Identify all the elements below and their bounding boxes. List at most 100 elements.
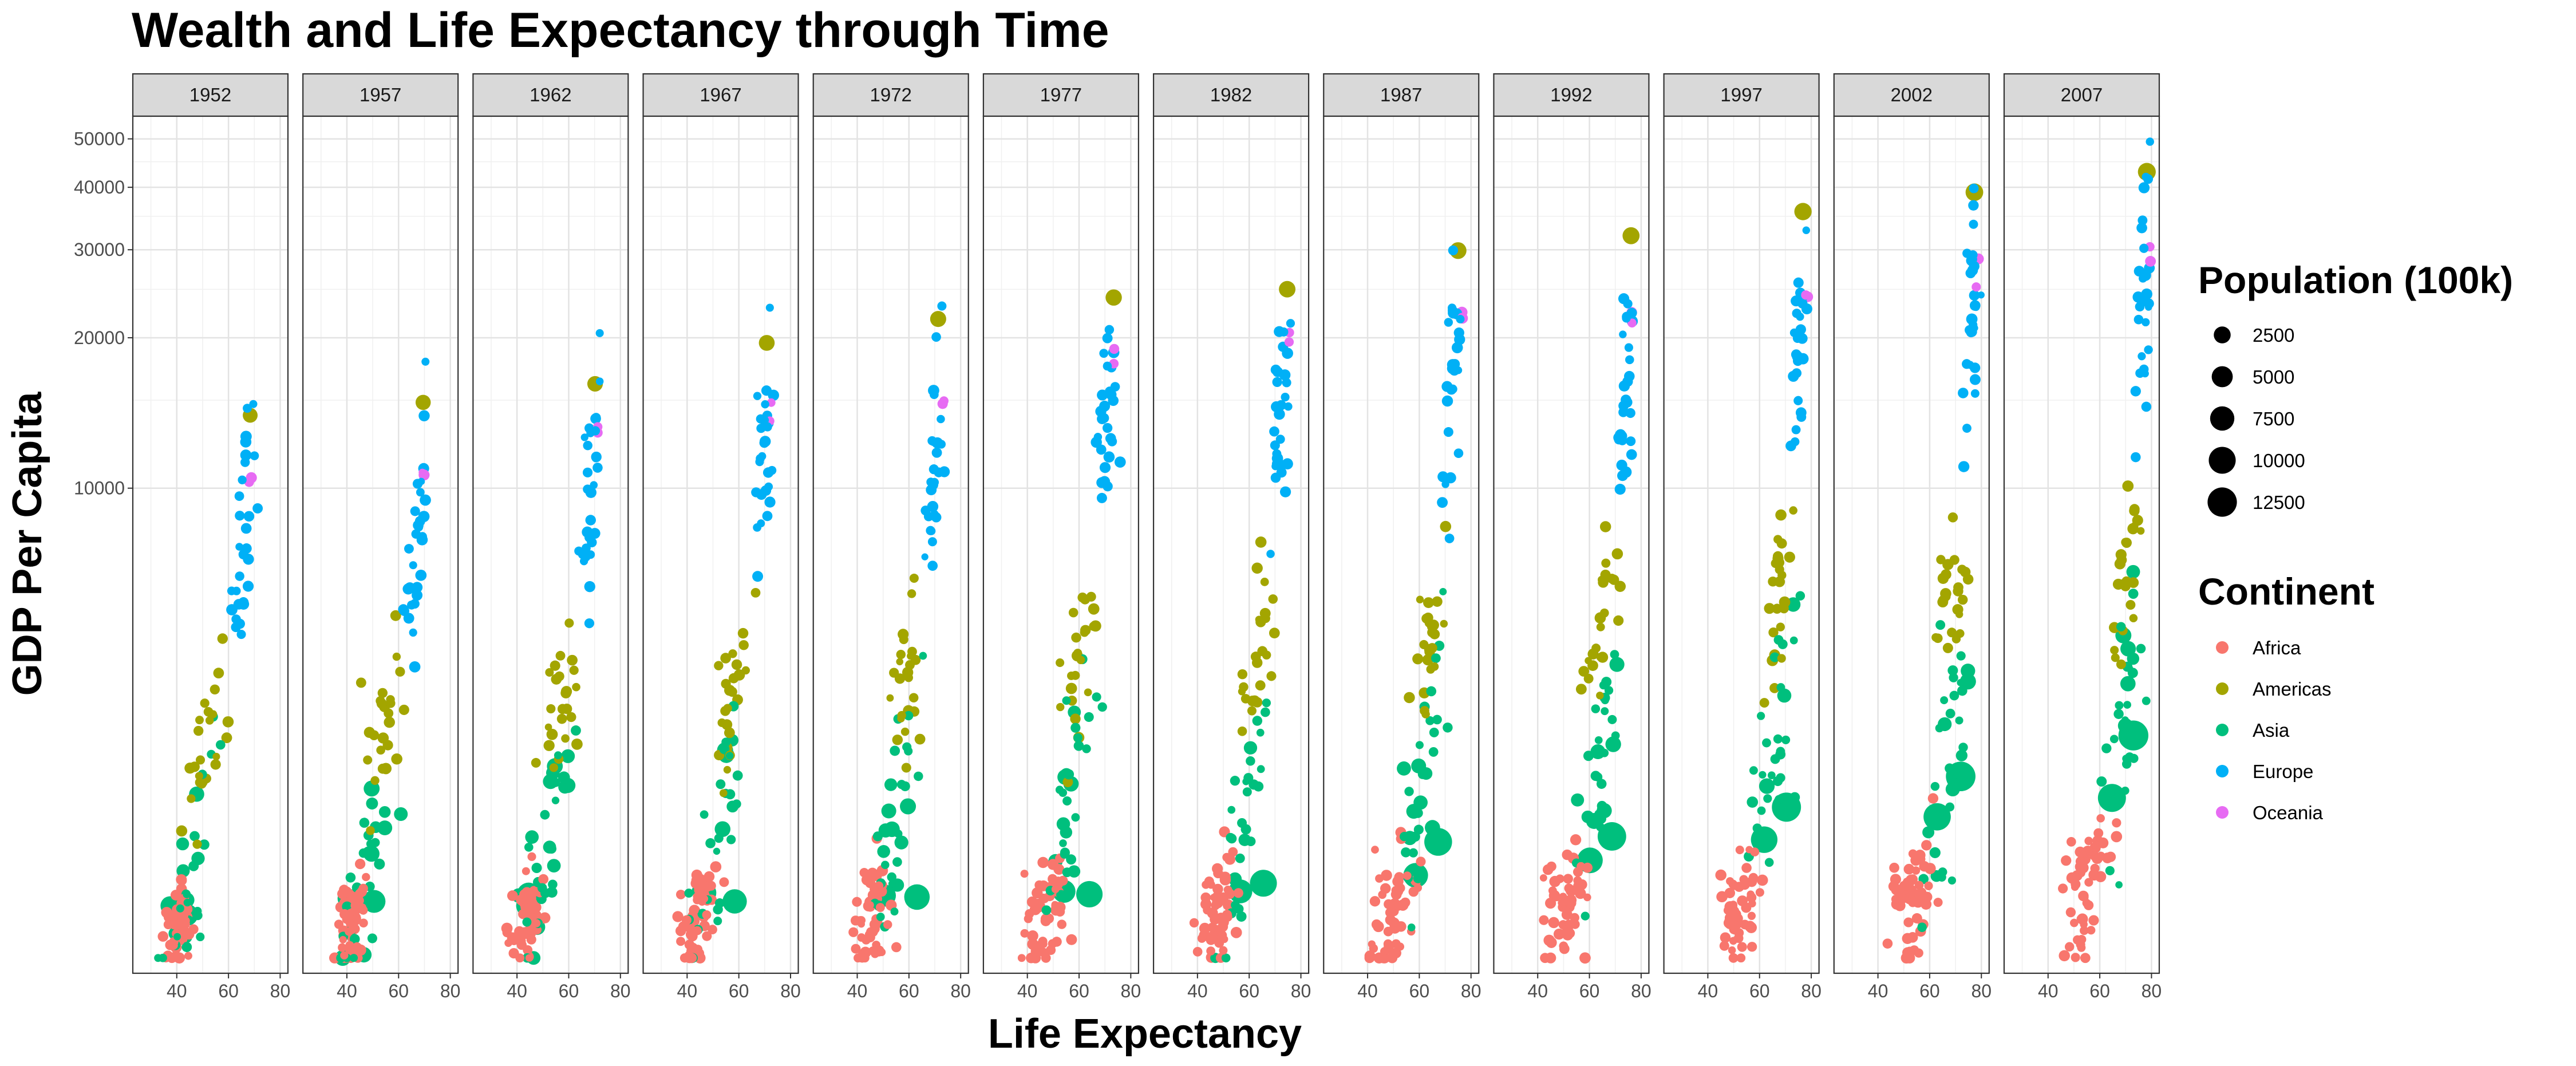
data-point-asia	[721, 737, 731, 747]
data-point-asia	[1571, 793, 1585, 807]
data-point-europe	[1270, 364, 1281, 375]
data-point-africa	[1579, 952, 1591, 964]
data-point-americas	[189, 761, 200, 772]
data-point-africa	[348, 925, 357, 934]
data-point-africa	[2066, 836, 2076, 847]
data-point-asia	[1066, 854, 1077, 865]
data-point-asia	[1781, 735, 1791, 744]
data-point-africa	[1394, 921, 1405, 932]
data-point-asia	[366, 839, 375, 848]
data-point-africa	[1189, 918, 1199, 928]
data-point-africa	[1546, 861, 1556, 872]
data-point-europe	[1275, 435, 1285, 444]
data-point-americas	[1247, 706, 1257, 716]
data-point-europe	[582, 543, 591, 553]
data-point-asia	[183, 898, 192, 907]
data-point-americas	[210, 684, 220, 694]
data-point-americas	[569, 665, 579, 675]
data-point-americas	[1077, 593, 1088, 603]
facet-strip	[982, 73, 1140, 117]
data-point-americas	[724, 727, 735, 739]
data-point-asia	[1789, 636, 1798, 645]
data-point-africa	[719, 877, 729, 887]
data-point-americas	[1255, 615, 1263, 623]
x-tick-label: 60	[1919, 981, 1940, 1001]
data-point-asia	[551, 796, 560, 804]
data-point-asia	[2097, 784, 2126, 812]
data-point-europe	[761, 400, 769, 409]
data-point-asia	[2123, 701, 2131, 709]
data-point-asia	[1945, 763, 1955, 773]
data-point-americas	[1089, 621, 1099, 631]
data-points	[154, 400, 263, 964]
panel-background	[1494, 116, 1649, 973]
data-point-asia	[892, 857, 902, 867]
facet-strip-label: 1972	[870, 84, 912, 105]
data-point-africa	[1192, 947, 1203, 957]
data-point-africa	[1933, 898, 1943, 907]
panel-background	[303, 116, 459, 973]
data-point-americas	[1238, 688, 1246, 696]
data-point-americas	[1773, 535, 1783, 544]
data-point-africa	[1539, 874, 1547, 882]
data-point-europe	[242, 581, 254, 592]
data-point-africa	[1383, 926, 1393, 937]
data-point-asia	[531, 862, 542, 874]
data-point-asia	[894, 835, 908, 850]
data-point-asia	[890, 907, 899, 916]
data-point-americas	[1942, 642, 1953, 653]
data-point-europe	[410, 506, 420, 516]
data-point-americas	[213, 668, 224, 679]
data-point-africa	[693, 893, 701, 901]
data-point-asia	[1221, 953, 1231, 963]
data-point-africa	[334, 919, 344, 929]
data-point-asia	[900, 798, 916, 815]
data-point-europe	[231, 622, 241, 633]
data-point-europe	[1456, 315, 1465, 323]
color-legend: Continent Africa Americas Asia Europe Oceani…	[2198, 570, 2374, 823]
data-point-africa	[1552, 893, 1561, 902]
data-point-asia	[1231, 901, 1240, 910]
data-point-europe	[2131, 452, 2141, 463]
data-point-europe	[930, 390, 939, 400]
data-point-africa	[1211, 901, 1220, 910]
size-legend-label: 10000	[2253, 450, 2305, 471]
data-point-asia	[2125, 727, 2135, 736]
data-point-asia	[1581, 911, 1590, 921]
data-point-africa	[1747, 911, 1756, 920]
data-point-americas	[1776, 622, 1785, 631]
data-point-asia	[1776, 773, 1785, 783]
data-point-africa	[345, 941, 354, 950]
data-point-asia	[551, 777, 560, 787]
data-point-africa	[1726, 877, 1735, 886]
data-point-europe	[1958, 388, 1969, 398]
data-point-americas	[886, 694, 894, 702]
data-point-africa	[1413, 883, 1423, 892]
data-point-europe	[420, 494, 431, 506]
data-point-europe	[2139, 274, 2147, 283]
data-point-americas	[210, 759, 221, 770]
data-point-europe	[1617, 470, 1628, 481]
data-point-asia	[1601, 696, 1609, 705]
data-point-africa	[848, 927, 859, 937]
data-point-americas	[212, 752, 220, 761]
data-point-europe	[1444, 534, 1455, 543]
data-point-africa	[1570, 913, 1579, 923]
data-point-americas	[1947, 512, 1958, 523]
data-point-europe	[927, 527, 936, 535]
data-point-americas	[1432, 596, 1443, 607]
data-point-asia	[1947, 876, 1957, 885]
data-point-europe	[584, 618, 595, 629]
data-point-asia	[522, 917, 532, 927]
data-point-asia	[718, 827, 726, 835]
data-point-americas	[566, 712, 576, 722]
panel-background	[2004, 116, 2159, 973]
data-point-africa	[1379, 953, 1388, 962]
data-point-africa	[538, 874, 549, 885]
data-point-asia	[896, 780, 907, 789]
x-tick-label: 60	[1579, 981, 1600, 1001]
data-point-europe	[1791, 296, 1801, 306]
data-point-americas	[2129, 614, 2138, 623]
data-point-africa	[891, 942, 902, 953]
data-point-americas	[557, 704, 568, 714]
